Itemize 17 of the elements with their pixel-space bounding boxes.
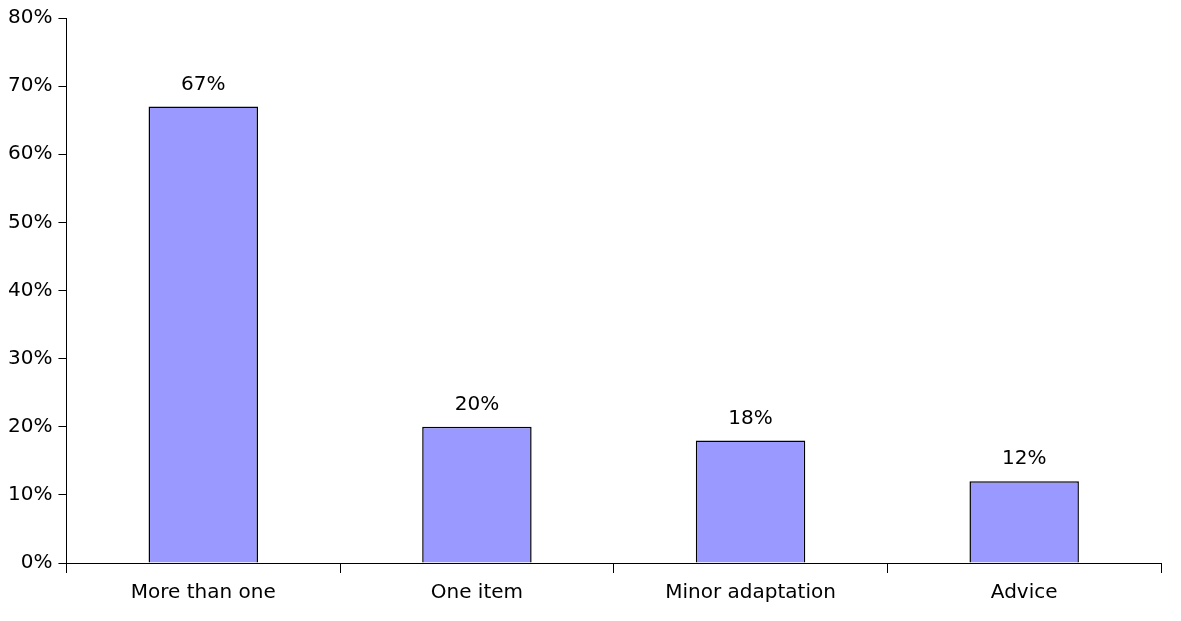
data-label: 12% (1001, 445, 1047, 470)
x-tick-label: One item (430, 579, 524, 604)
data-label: 20% (454, 390, 500, 415)
x-tick-label: Advice (990, 579, 1058, 604)
x-tick-label: Minor adaptation (665, 579, 836, 604)
y-tick-label: 40% (8, 276, 53, 301)
y-tick-label: 20% (8, 412, 53, 437)
y-tick-label: 30% (8, 344, 53, 369)
x-tick-label: More than one (130, 579, 276, 604)
y-tick-label: 0% (20, 549, 53, 574)
y-tick-label: 10% (8, 481, 53, 506)
y-tick-label: 50% (8, 208, 53, 233)
data-label: 67% (181, 70, 226, 95)
y-tick-label: 80% (8, 4, 53, 29)
y-tick-label: 60% (8, 140, 53, 165)
y-tick-label: 70% (8, 72, 53, 97)
data-label: 18% (728, 404, 773, 429)
